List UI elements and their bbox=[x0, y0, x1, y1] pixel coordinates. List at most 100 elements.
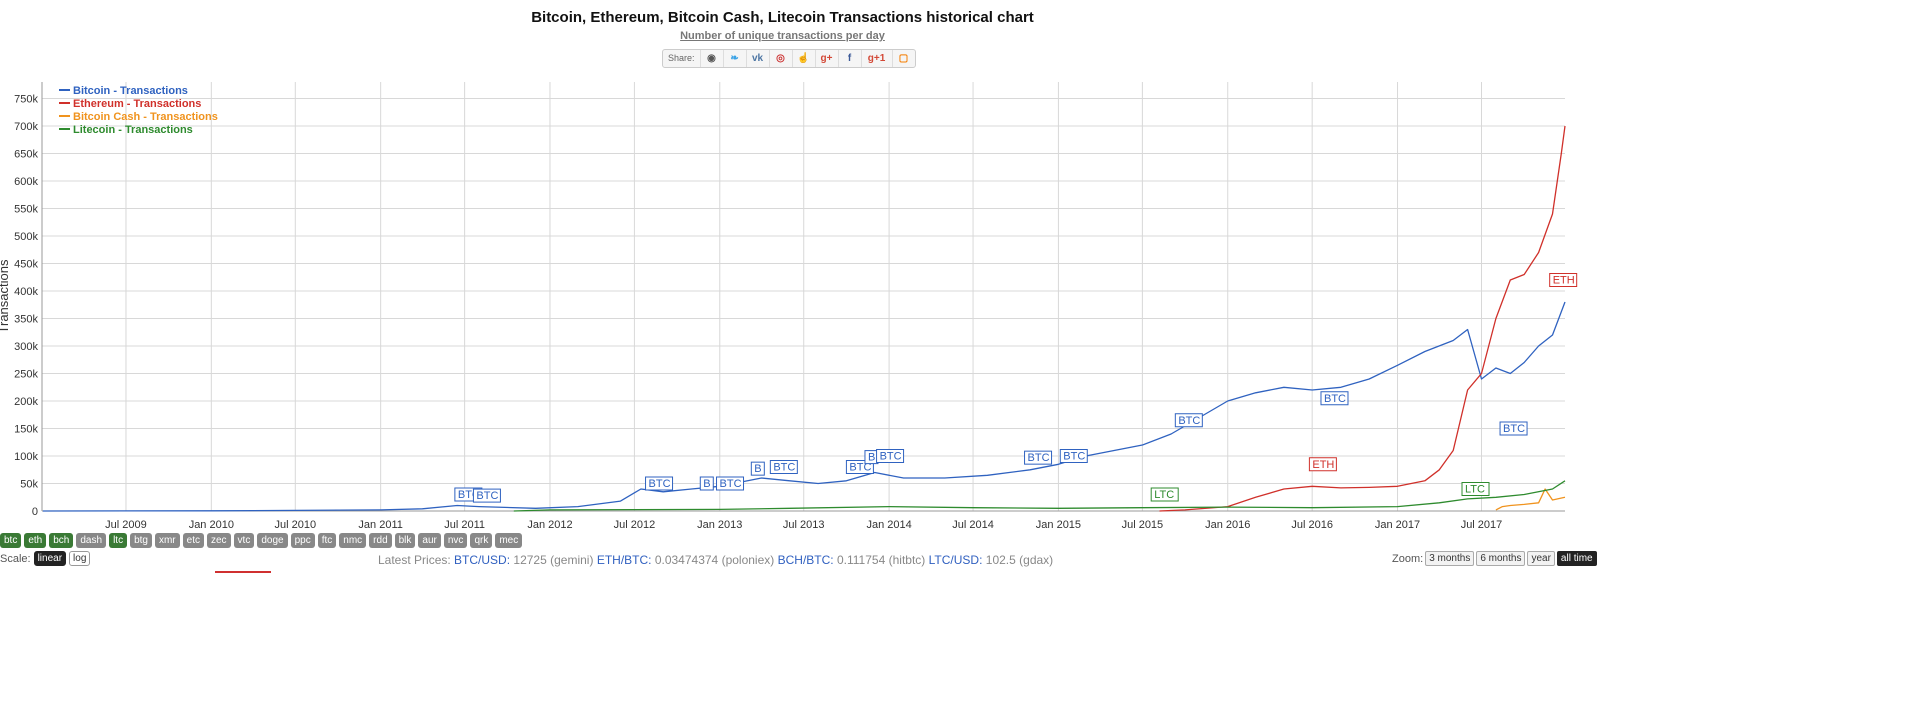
annotation-flag-box bbox=[1308, 457, 1337, 472]
y-tick-label: 300k bbox=[14, 341, 38, 353]
coin-toggle-qrk[interactable]: qrk bbox=[470, 533, 493, 548]
price-source: (gdax) bbox=[1019, 553, 1054, 567]
zoom-3months-button[interactable]: 3 months bbox=[1425, 551, 1475, 566]
coin-toggle-mec[interactable]: mec bbox=[495, 533, 523, 548]
zoom-year-button[interactable]: year bbox=[1527, 551, 1555, 566]
coin-toggle-blk[interactable]: blk bbox=[394, 533, 416, 548]
x-tick-label: Jan 2015 bbox=[1036, 519, 1081, 530]
annotation-flag-box bbox=[769, 460, 798, 474]
annotation-flag-label: ETH bbox=[1312, 459, 1334, 471]
chart-title: Bitcoin, Ethereum, Bitcoin Cash, Litecoi… bbox=[531, 9, 1034, 26]
y-tick-label: 600k bbox=[14, 176, 38, 188]
price-value: 12725 bbox=[513, 553, 547, 567]
price-pair[interactable]: LTC/USD: bbox=[928, 553, 983, 567]
latest-prices: Latest Prices: BTC/USD: 12725 (gemini) E… bbox=[378, 553, 1053, 567]
vk-icon[interactable]: vk bbox=[747, 50, 770, 67]
x-tick-label: Jul 2009 bbox=[105, 519, 147, 530]
annotation-flag-label: BTC bbox=[1028, 452, 1050, 464]
x-tick-label: Jul 2010 bbox=[274, 519, 316, 530]
coin-toggle-doge[interactable]: doge bbox=[257, 533, 288, 548]
legend-item-bitcoin-cash[interactable]: Bitcoin Cash - Transactions bbox=[73, 111, 218, 123]
annotation-flag-box bbox=[1499, 421, 1528, 436]
twitter-icon[interactable]: ❧ bbox=[724, 50, 747, 67]
coin-toggle-vtc[interactable]: vtc bbox=[233, 533, 255, 548]
annotation-flag-box bbox=[472, 488, 501, 503]
coin-toggle-etc[interactable]: etc bbox=[182, 533, 204, 548]
x-tick-label: Jan 2014 bbox=[866, 519, 911, 530]
series-line-bitcoin-cash bbox=[1495, 488, 1566, 511]
annotation-flag-box bbox=[1320, 391, 1349, 406]
chart-subtitle[interactable]: Number of unique transactions per day bbox=[680, 30, 885, 42]
price-source: (hitbtc) bbox=[888, 553, 926, 567]
series-line-litecoin bbox=[513, 480, 1566, 512]
legend-item-litecoin[interactable]: Litecoin - Transactions bbox=[73, 124, 193, 136]
coin-toggle-btc[interactable]: btc bbox=[0, 533, 22, 548]
legend-item-ethereum[interactable]: Ethereum - Transactions bbox=[73, 98, 201, 110]
facebook-icon[interactable]: f bbox=[839, 50, 862, 67]
share-bar: Share: ◉ ❧ vk ◎ ☝ g+ f g+1 ▢ bbox=[662, 49, 916, 68]
price-value: 0.111754 bbox=[836, 553, 886, 567]
y-tick-label: 100k bbox=[14, 451, 38, 463]
scale-linear-button[interactable]: linear bbox=[33, 551, 67, 566]
y-tick-label: 350k bbox=[14, 314, 38, 326]
zoom-6months-button[interactable]: 6 months bbox=[1476, 551, 1526, 566]
coin-toggle-btg[interactable]: btg bbox=[130, 533, 152, 548]
coin-selector: btc eth bch dash ltc btg xmr etc zec vtc doge ppc ft… bbox=[0, 533, 523, 548]
coin-toggle-ftc[interactable]: ftc bbox=[317, 533, 337, 548]
x-tick-label: Jul 2011 bbox=[444, 519, 485, 530]
like-icon[interactable]: ☝ bbox=[793, 50, 816, 67]
progress-indicator bbox=[215, 571, 271, 573]
googleplus-icon[interactable]: g+ bbox=[816, 50, 839, 67]
coin-toggle-dash[interactable]: dash bbox=[76, 533, 107, 548]
weibo-icon[interactable]: ◎ bbox=[770, 50, 793, 67]
y-axis-label: Transactions bbox=[0, 259, 11, 333]
annotation-flag-label: BTC bbox=[1063, 451, 1085, 463]
gplus-one-icon[interactable]: g+1 bbox=[862, 50, 893, 67]
annotation-flag-label: B bbox=[754, 463, 761, 475]
price-pair[interactable]: BTC/USD: bbox=[454, 553, 511, 567]
transactions-chart[interactable]: 0 50k 100k 150k 200k 250k 300k 350k 400k 450k 500k… bbox=[0, 80, 1915, 530]
coin-toggle-ltc[interactable]: ltc bbox=[109, 533, 128, 548]
annotation-flag-box bbox=[699, 476, 714, 491]
coin-toggle-aur[interactable]: aur bbox=[418, 533, 441, 548]
x-tick-label: Jul 2016 bbox=[1291, 519, 1333, 530]
y-tick-label: 400k bbox=[14, 286, 38, 298]
y-tick-label: 750k bbox=[14, 94, 38, 106]
x-tick-label: Jan 2016 bbox=[1205, 519, 1250, 530]
price-pair[interactable]: BCH/BTC: bbox=[777, 553, 834, 567]
annotation-flag-label: ETH bbox=[1553, 275, 1575, 287]
x-tick-label: Jul 2017 bbox=[1461, 519, 1503, 530]
y-tick-label: 700k bbox=[14, 121, 38, 133]
annotation-flag-label: LTC bbox=[1465, 484, 1485, 496]
coin-toggle-xmr[interactable]: xmr bbox=[154, 533, 180, 548]
coin-toggle-nvc[interactable]: nvc bbox=[443, 533, 468, 548]
price-pair[interactable]: ETH/BTC: bbox=[596, 553, 652, 567]
annotation-flag-label: BTC bbox=[720, 478, 742, 490]
annotation-flag-box bbox=[645, 476, 674, 491]
x-tick-label: Jan 2010 bbox=[189, 519, 234, 530]
coin-toggle-bch[interactable]: bch bbox=[49, 533, 74, 548]
coin-toggle-nmc[interactable]: nmc bbox=[339, 533, 367, 548]
reddit-icon[interactable]: ◉ bbox=[701, 50, 724, 67]
blogger-icon[interactable]: ▢ bbox=[898, 53, 909, 64]
y-tick-label: 450k bbox=[14, 259, 38, 271]
annotation-flag-label: BTC bbox=[773, 462, 795, 474]
x-tick-label: Jan 2011 bbox=[358, 519, 402, 530]
coin-toggle-zec[interactable]: zec bbox=[206, 533, 231, 548]
zoom-label: Zoom: bbox=[1392, 552, 1424, 565]
coin-toggle-ppc[interactable]: ppc bbox=[290, 533, 315, 548]
y-tick-label: 150k bbox=[14, 424, 38, 436]
scale-log-button[interactable]: log bbox=[69, 551, 91, 566]
zoom-alltime-button[interactable]: all time bbox=[1556, 551, 1597, 566]
coin-toggle-eth[interactable]: eth bbox=[24, 533, 47, 548]
annotation-flag-label: BTC bbox=[880, 451, 902, 463]
annotation-flag-label: BTC bbox=[649, 478, 671, 490]
annotation-flag-box bbox=[750, 461, 765, 476]
annotation-flag-box bbox=[1024, 450, 1053, 465]
coin-toggle-rdd[interactable]: rdd bbox=[369, 533, 392, 548]
share-label: Share: bbox=[663, 50, 701, 67]
annotation-flag-label: BTC bbox=[849, 462, 871, 474]
legend-item-bitcoin[interactable]: Bitcoin - Transactions bbox=[73, 85, 188, 97]
